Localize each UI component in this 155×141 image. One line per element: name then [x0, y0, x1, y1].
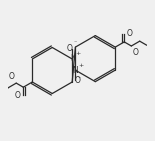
Text: O: O [67, 44, 72, 53]
Text: O: O [127, 29, 133, 38]
Text: N: N [72, 66, 78, 75]
Text: +: + [78, 63, 84, 68]
Text: O: O [133, 48, 139, 57]
Text: N: N [70, 54, 76, 63]
Text: +: + [76, 51, 81, 56]
Text: ⁻: ⁻ [73, 42, 77, 47]
Text: O: O [15, 91, 21, 100]
Text: O: O [9, 72, 15, 81]
Text: O: O [75, 76, 81, 85]
Text: ⁻: ⁻ [78, 78, 81, 83]
